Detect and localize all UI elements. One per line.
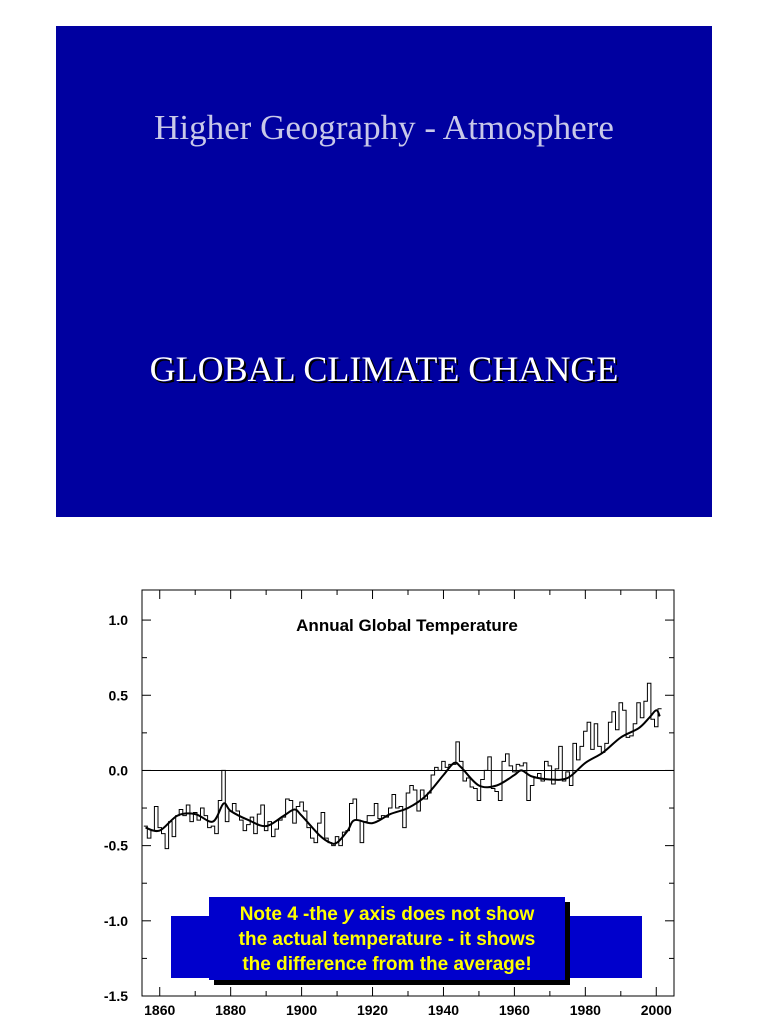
y-tick-label: 0.0: [109, 762, 129, 778]
x-tick-label: 1880: [215, 1002, 246, 1018]
y-tick-labels: 1.0 0.5 0.0 -0.5 -1.0 -1.5: [104, 612, 128, 1004]
chart-title: Annual Global Temperature: [296, 616, 518, 635]
x-tick-label: 2000: [641, 1002, 672, 1018]
y-tick-label: 0.5: [109, 687, 129, 703]
x-tick-label: 1940: [428, 1002, 459, 1018]
x-tick-labels: 1860 1880 1900 1920 1940 1960 1980 2000: [144, 1002, 672, 1018]
y-tick-label: -0.5: [104, 838, 128, 854]
x-tick-label: 1960: [499, 1002, 530, 1018]
axis-note-box: Note 4 -the y axis does not show the actu…: [209, 897, 565, 980]
smoothed-series-line: [145, 709, 661, 845]
x-tick-label: 1920: [357, 1002, 388, 1018]
y-tick-label: 1.0: [109, 612, 129, 628]
slide-title: GLOBAL CLIMATE CHANGE: [149, 349, 619, 389]
x-tick-label: 1860: [144, 1002, 175, 1018]
slide-subtitle: Higher Geography - Atmosphere: [154, 108, 614, 147]
y-tick-label: -1.5: [104, 988, 128, 1004]
y-tick-label: -1.0: [104, 913, 128, 929]
x-tick-label: 1980: [570, 1002, 601, 1018]
title-slide: Higher Geography - Atmosphere GLOBAL CLI…: [56, 26, 712, 517]
x-tick-label: 1900: [286, 1002, 317, 1018]
